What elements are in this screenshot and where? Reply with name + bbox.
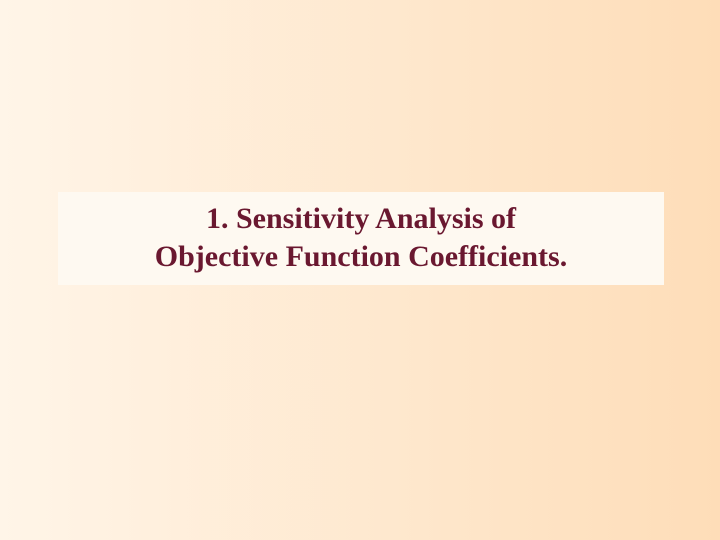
title-container: 1. Sensitivity Analysis of Objective Fun… [58, 192, 664, 285]
slide-background: 1. Sensitivity Analysis of Objective Fun… [0, 0, 720, 540]
title-line-1: 1. Sensitivity Analysis of [58, 200, 664, 238]
title-line-2: Objective Function Coefficients. [58, 238, 664, 276]
